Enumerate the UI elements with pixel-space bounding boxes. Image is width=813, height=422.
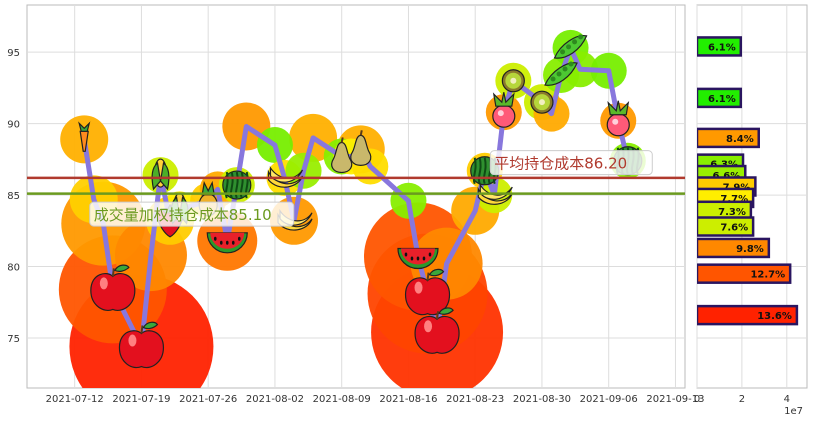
peas-icon <box>544 61 578 86</box>
radish-icon <box>492 92 516 128</box>
annotation-box <box>89 201 295 227</box>
distribution-bar-label: 9.8% <box>736 244 764 255</box>
x-tick-label: 2021-09-06 <box>580 394 638 405</box>
corn-icon <box>151 158 170 191</box>
distribution-bar <box>697 237 771 259</box>
distribution-bar <box>697 216 755 237</box>
apple-icon <box>118 321 165 369</box>
distribution-bar-label: 13.6% <box>757 311 792 322</box>
watermelon-slice-icon <box>397 247 439 270</box>
x-tick-label: 2021-08-30 <box>513 394 571 405</box>
annotation-box <box>489 150 653 176</box>
distribution-bar-label: 7.7% <box>720 194 748 205</box>
side-x-tick-label: 4 <box>784 394 790 405</box>
carrot-icon <box>78 121 91 152</box>
x-tick-label: 2021-08-02 <box>246 394 304 405</box>
radish-icon <box>606 100 630 137</box>
x-tick-label: 2021-08-16 <box>379 394 437 405</box>
side-x-tick-label: 0 <box>694 394 700 405</box>
x-tick-label: 2021-08-23 <box>446 394 504 405</box>
distribution-bar-label: 12.7% <box>750 270 785 281</box>
axis-labels: 2021-07-12 2021-07-19 2021-07-26 2021-08-02… <box>7 48 803 417</box>
side-x-tick-label: 2 <box>739 394 745 405</box>
y-tick-label: 80 <box>7 263 20 274</box>
x-tick-label: 2021-09-13 <box>646 394 704 405</box>
annotation-label: 平均持仓成本86.20 <box>494 155 627 173</box>
x-tick-label: 2021-07-26 <box>179 394 237 405</box>
distribution-bar <box>697 87 743 109</box>
y-tick-label: 95 <box>7 48 20 59</box>
distribution-bar <box>697 127 760 149</box>
distribution-bar <box>697 263 792 284</box>
apple-icon <box>414 307 460 354</box>
side-x-multiplier: 1e7 <box>784 406 803 417</box>
distribution-bar <box>697 36 743 57</box>
pear-icon <box>331 137 353 174</box>
y-tick-label: 75 <box>7 334 20 345</box>
distribution-bar-label: 7.3% <box>718 207 746 218</box>
distribution-bar <box>697 304 799 326</box>
distribution-bar-label: 6.1% <box>708 94 736 105</box>
distribution-bar-label: 7.6% <box>720 223 748 234</box>
x-tick-label: 2021-08-09 <box>313 394 371 405</box>
distribution-bar-label: 8.4% <box>726 134 754 145</box>
kiwi-icon <box>501 69 525 93</box>
annotation-layer: 成交量加权持仓成本85.10 平均持仓成本86.20 <box>89 150 653 227</box>
y-tick-label: 90 <box>7 120 20 131</box>
distribution-bar-label: 6.1% <box>708 42 736 53</box>
pear-icon <box>350 130 372 166</box>
kiwi-icon <box>530 90 554 114</box>
y-tick-label: 85 <box>7 191 20 202</box>
x-tick-label: 2021-07-12 <box>46 394 104 405</box>
apple-icon <box>404 268 451 316</box>
distribution-bars: 6.1%6.1%8.4%6.3%6.6%7.9%7.7%7.3%7.6%9.8%… <box>697 36 799 326</box>
watermelon-slice-icon <box>206 232 248 254</box>
annotation-label: 成交量加权持仓成本85.10 <box>94 206 272 224</box>
cost-lines <box>27 176 685 195</box>
peas-icon <box>553 34 588 59</box>
x-tick-label: 2021-07-19 <box>112 394 170 405</box>
apple-icon <box>90 264 136 311</box>
